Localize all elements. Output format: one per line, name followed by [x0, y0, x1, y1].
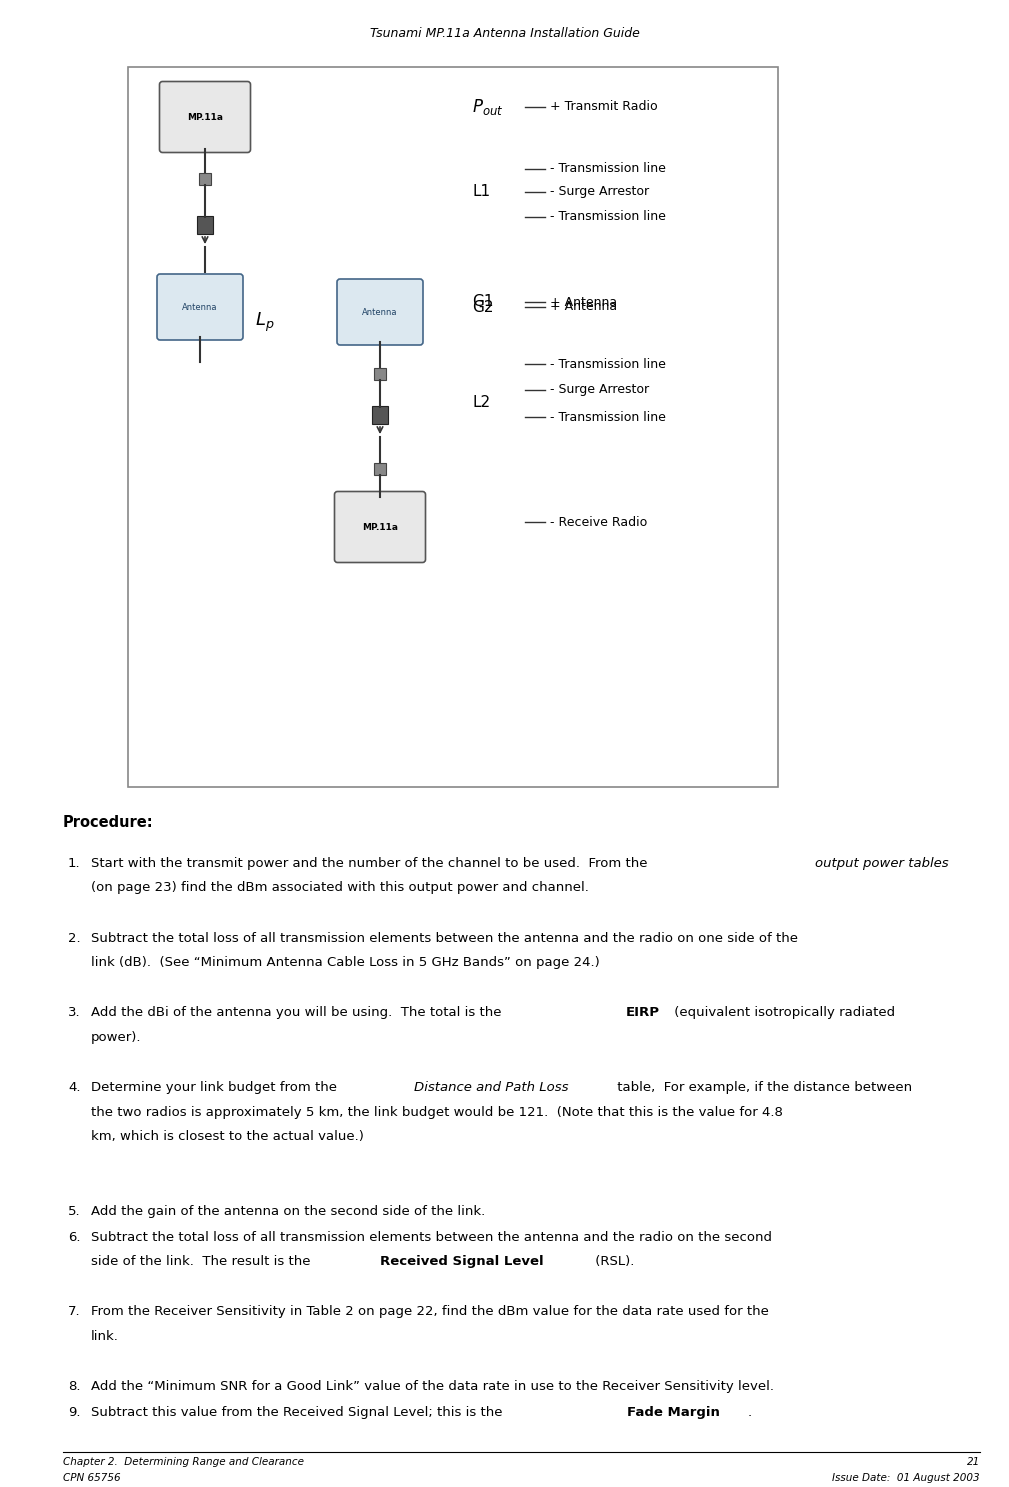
Text: EIRP: EIRP	[627, 1007, 660, 1020]
FancyBboxPatch shape	[335, 492, 426, 562]
Text: .: .	[748, 1405, 752, 1419]
Text: 9.: 9.	[68, 1405, 81, 1419]
Bar	[372, 406, 388, 424]
Text: - Transmission line: - Transmission line	[550, 211, 666, 223]
Text: 7.: 7.	[68, 1306, 81, 1319]
Text: link (dB).  (See “Minimum Antenna Cable Loss in 5 GHz Bands” on page 24.): link (dB). (See “Minimum Antenna Cable L…	[91, 956, 599, 970]
Text: G1: G1	[472, 294, 493, 309]
Text: 1.: 1.	[68, 857, 81, 870]
FancyBboxPatch shape	[337, 280, 423, 345]
Text: Issue Date:  01 August 2003: Issue Date: 01 August 2003	[832, 1474, 980, 1483]
Text: - Surge Arrestor: - Surge Arrestor	[550, 186, 649, 198]
Text: Add the “Minimum SNR for a Good Link” value of the data rate in use to the Recei: Add the “Minimum SNR for a Good Link” va…	[91, 1380, 774, 1393]
Text: From the Receiver Sensitivity in Table 2 on page 22, find the dBm value for the : From the Receiver Sensitivity in Table 2…	[91, 1306, 769, 1319]
Text: Add the dBi of the antenna you will be using.  The total is the: Add the dBi of the antenna you will be u…	[91, 1007, 506, 1020]
Text: + Antenna: + Antenna	[550, 296, 618, 308]
Text: Chapter 2.  Determining Range and Clearance: Chapter 2. Determining Range and Clearan…	[63, 1457, 304, 1468]
Bar	[199, 172, 211, 184]
Text: 3.: 3.	[68, 1007, 81, 1020]
Text: Subtract the total loss of all transmission elements between the antenna and the: Subtract the total loss of all transmiss…	[91, 932, 798, 944]
Text: Distance and Path Loss: Distance and Path Loss	[414, 1081, 568, 1094]
FancyBboxPatch shape	[128, 67, 778, 787]
FancyBboxPatch shape	[157, 274, 243, 341]
Text: Fade Margin: Fade Margin	[628, 1405, 720, 1419]
Text: 6.: 6.	[68, 1231, 81, 1243]
Text: table,  For example, if the distance between: table, For example, if the distance betw…	[613, 1081, 912, 1094]
Text: the two radios is approximately 5 km, the link budget would be 121.  (Note that : the two radios is approximately 5 km, th…	[91, 1106, 783, 1118]
Text: G2: G2	[472, 299, 493, 314]
Text: MP.11a: MP.11a	[187, 113, 223, 122]
Text: - Surge Arrestor: - Surge Arrestor	[550, 384, 649, 397]
Text: km, which is closest to the actual value.): km, which is closest to the actual value…	[91, 1130, 364, 1144]
Text: 21: 21	[967, 1457, 980, 1468]
Text: L2: L2	[472, 394, 490, 409]
Text: - Transmission line: - Transmission line	[550, 162, 666, 175]
Text: + Antenna: + Antenna	[550, 300, 618, 314]
Text: (equivalent isotropically radiated: (equivalent isotropically radiated	[670, 1007, 895, 1020]
Text: CPN 65756: CPN 65756	[63, 1474, 121, 1483]
Bar	[197, 216, 213, 233]
Text: L1: L1	[472, 184, 490, 199]
Text: + Transmit Radio: + Transmit Radio	[550, 101, 658, 113]
Text: Subtract the total loss of all transmission elements between the antenna and the: Subtract the total loss of all transmiss…	[91, 1231, 772, 1243]
Text: MP.11a: MP.11a	[362, 522, 398, 531]
Text: side of the link.  The result is the: side of the link. The result is the	[91, 1255, 315, 1268]
Text: Determine your link budget from the: Determine your link budget from the	[91, 1081, 341, 1094]
Text: (on page 23) find the dBm associated with this output power and channel.: (on page 23) find the dBm associated wit…	[91, 882, 589, 895]
Text: 5.: 5.	[68, 1204, 81, 1218]
Text: Procedure:: Procedure:	[63, 815, 153, 830]
Text: 8.: 8.	[68, 1380, 81, 1393]
Text: Add the gain of the antenna on the second side of the link.: Add the gain of the antenna on the secon…	[91, 1204, 485, 1218]
Text: - Receive Radio: - Receive Radio	[550, 516, 647, 528]
Text: Received Signal Level: Received Signal Level	[379, 1255, 543, 1268]
Bar	[374, 462, 386, 474]
Text: $L_p$: $L_p$	[255, 311, 274, 333]
Text: power).: power).	[91, 1030, 141, 1044]
Text: Subtract this value from the Received Signal Level; this is the: Subtract this value from the Received Si…	[91, 1405, 507, 1419]
Text: output power tables: output power tables	[814, 857, 948, 870]
Text: Antenna: Antenna	[362, 308, 398, 317]
Bar	[374, 367, 386, 381]
FancyBboxPatch shape	[159, 82, 250, 153]
Text: Start with the transmit power and the number of the channel to be used.  From th: Start with the transmit power and the nu…	[91, 857, 652, 870]
Text: - Transmission line: - Transmission line	[550, 410, 666, 424]
Text: 4.: 4.	[68, 1081, 81, 1094]
Text: $P_{out}$: $P_{out}$	[472, 97, 503, 117]
Text: link.: link.	[91, 1329, 119, 1343]
Text: (RSL).: (RSL).	[591, 1255, 635, 1268]
Text: - Transmission line: - Transmission line	[550, 357, 666, 370]
Text: Tsunami MP.11a Antenna Installation Guide: Tsunami MP.11a Antenna Installation Guid…	[369, 27, 640, 40]
Text: Antenna: Antenna	[183, 302, 218, 311]
Text: 2.: 2.	[68, 932, 81, 944]
